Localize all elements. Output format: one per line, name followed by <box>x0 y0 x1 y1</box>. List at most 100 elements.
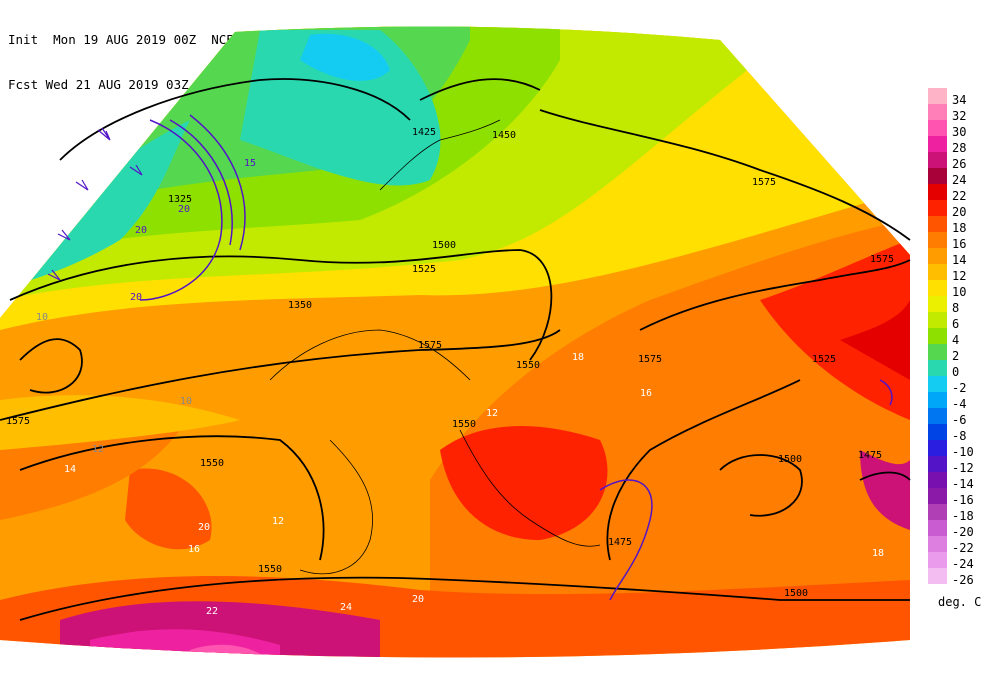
legend-swatch <box>928 104 947 120</box>
height-label: 1450 <box>492 130 516 141</box>
legend-label: 30 <box>952 125 967 139</box>
legend-swatch <box>928 376 947 392</box>
height-label: 1500 <box>784 588 808 599</box>
height-label: 1500 <box>432 240 456 251</box>
legend-swatch <box>928 408 947 424</box>
legend-label: 20 <box>952 205 967 219</box>
wind-label: 20 <box>178 204 190 215</box>
temp-label: 24 <box>340 602 352 613</box>
wind-barbs <box>47 127 143 281</box>
height-label: 1575 <box>638 354 662 365</box>
height-contours <box>0 78 911 621</box>
legend-label: 14 <box>952 253 967 267</box>
temp-label: 12 <box>486 408 498 419</box>
height-label: 1550 <box>452 419 476 430</box>
temperature-field <box>0 26 910 658</box>
legend-swatch <box>928 520 947 536</box>
height-label: 1325 <box>168 194 192 205</box>
temp-label: 22 <box>206 606 218 617</box>
height-label: 1550 <box>200 458 224 469</box>
temp-label: 12 <box>272 516 284 527</box>
legend-swatch <box>928 264 947 280</box>
legend-swatch <box>928 568 947 584</box>
legend-label: -24 <box>952 557 974 571</box>
legend-label: -16 <box>952 493 974 507</box>
legend-swatch <box>928 88 947 104</box>
height-label: 1525 <box>812 354 836 365</box>
legend-swatch <box>928 504 947 520</box>
wind-label: 20 <box>135 225 147 236</box>
legend-swatch <box>928 232 947 248</box>
legend-swatch <box>928 424 947 440</box>
legend-label: 26 <box>952 157 967 171</box>
legend-unit: deg. C <box>938 595 982 609</box>
legend-swatch <box>928 136 947 152</box>
legend-label: 4 <box>952 333 960 347</box>
legend-swatch <box>928 456 947 472</box>
height-label: 1575 <box>6 416 30 427</box>
legend-label: 2 <box>952 349 960 363</box>
temp-label: 16 <box>640 388 652 399</box>
legend-swatch <box>928 392 947 408</box>
temp-label: 20 <box>198 522 210 533</box>
legend-label: 22 <box>952 189 967 203</box>
legend-label: -4 <box>952 397 967 411</box>
legend-label: 32 <box>952 109 967 123</box>
legend-swatch <box>928 536 947 552</box>
legend-swatch <box>928 472 947 488</box>
contour-labels: 1425 1450 1575 1325 1500 1525 1350 1575 … <box>6 127 894 617</box>
legend-swatch <box>928 200 947 216</box>
legend-label: -22 <box>952 541 974 555</box>
legend-label: -8 <box>952 429 967 443</box>
wind-label: 12 <box>92 444 104 455</box>
legend-swatch <box>928 360 947 376</box>
wind-label: 10 <box>36 312 48 323</box>
height-label: 1475 <box>858 450 882 461</box>
height-label: 1425 <box>412 127 436 138</box>
legend-label: -18 <box>952 509 974 523</box>
height-label: 1575 <box>418 340 442 351</box>
legend-label: 10 <box>952 285 967 299</box>
temp-label: 18 <box>872 548 884 559</box>
legend-swatch <box>928 184 947 200</box>
height-label: 1350 <box>288 300 312 311</box>
temp-label: 20 <box>412 594 424 605</box>
height-label: 1475 <box>608 537 632 548</box>
wind-contours <box>139 114 893 601</box>
legend-swatch <box>928 312 947 328</box>
legend-swatch <box>928 248 947 264</box>
wind-label: 15 <box>244 158 256 169</box>
legend-swatch <box>928 120 947 136</box>
legend-label: 6 <box>952 317 960 331</box>
legend-label: 34 <box>952 93 967 107</box>
wind-label: 20 <box>130 292 142 303</box>
legend-swatch <box>928 344 947 360</box>
legend-swatch <box>928 216 947 232</box>
legend-label: -20 <box>952 525 974 539</box>
legend-label: 18 <box>952 221 967 235</box>
legend-swatch <box>928 552 947 568</box>
height-label: 1550 <box>258 564 282 575</box>
height-label: 1575 <box>870 254 894 265</box>
legend-label: 0 <box>952 365 960 379</box>
wind-label: 10 <box>180 396 192 407</box>
temp-label: 16 <box>188 544 200 555</box>
legend-label: -6 <box>952 413 967 427</box>
legend-label: -14 <box>952 477 974 491</box>
legend-label: 28 <box>952 141 967 155</box>
height-label: 1550 <box>516 360 540 371</box>
temp-label: 18 <box>572 352 584 363</box>
temp-label: 14 <box>64 464 76 475</box>
legend-swatch <box>928 440 947 456</box>
legend-swatch <box>928 296 947 312</box>
weather-map: 1425 1450 1575 1325 1500 1525 1350 1575 … <box>0 26 911 658</box>
coastlines <box>269 119 601 574</box>
legend-swatch <box>928 168 947 184</box>
height-label: 1500 <box>778 454 802 465</box>
legend-label: 8 <box>952 301 960 315</box>
legend-label: -2 <box>952 381 967 395</box>
legend-label: 24 <box>952 173 967 187</box>
legend-label: -10 <box>952 445 974 459</box>
legend-swatch <box>928 488 947 504</box>
legend-label: 12 <box>952 269 967 283</box>
